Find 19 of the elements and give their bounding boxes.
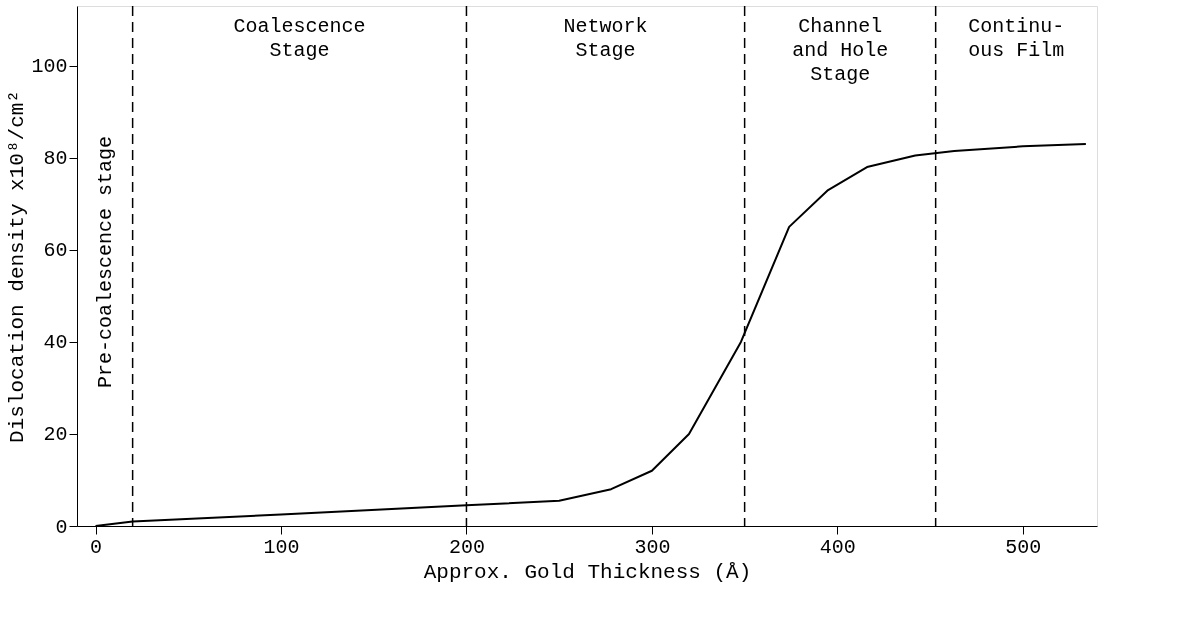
x-tick-label: 0 bbox=[90, 535, 103, 559]
annotation: Coalescence Stage bbox=[233, 15, 366, 62]
y-tick-label: 60 bbox=[43, 239, 68, 263]
annotation: Continu- ous Film bbox=[968, 15, 1065, 62]
x-tick-label: 100 bbox=[263, 535, 300, 559]
annotation: Network Stage bbox=[563, 15, 648, 62]
y-tick-label: 40 bbox=[43, 331, 68, 355]
x-tick-label: 500 bbox=[1005, 535, 1042, 559]
y-tick-label: 20 bbox=[43, 423, 68, 447]
y-axis-title: Dislocation density x10⁸/cm² bbox=[6, 90, 30, 443]
annotation: Pre-coalescence stage bbox=[93, 136, 117, 389]
annotation: Channel and Hole Stage bbox=[792, 15, 889, 86]
y-tick-label: 80 bbox=[43, 147, 68, 171]
y-tick-label: 100 bbox=[31, 55, 68, 79]
x-axis-title: Approx. Gold Thickness (Å) bbox=[423, 560, 752, 584]
x-tick-label: 400 bbox=[819, 535, 856, 559]
x-tick-label: 200 bbox=[448, 535, 485, 559]
x-tick-label: 300 bbox=[634, 535, 671, 559]
y-tick-label: 0 bbox=[55, 515, 68, 539]
